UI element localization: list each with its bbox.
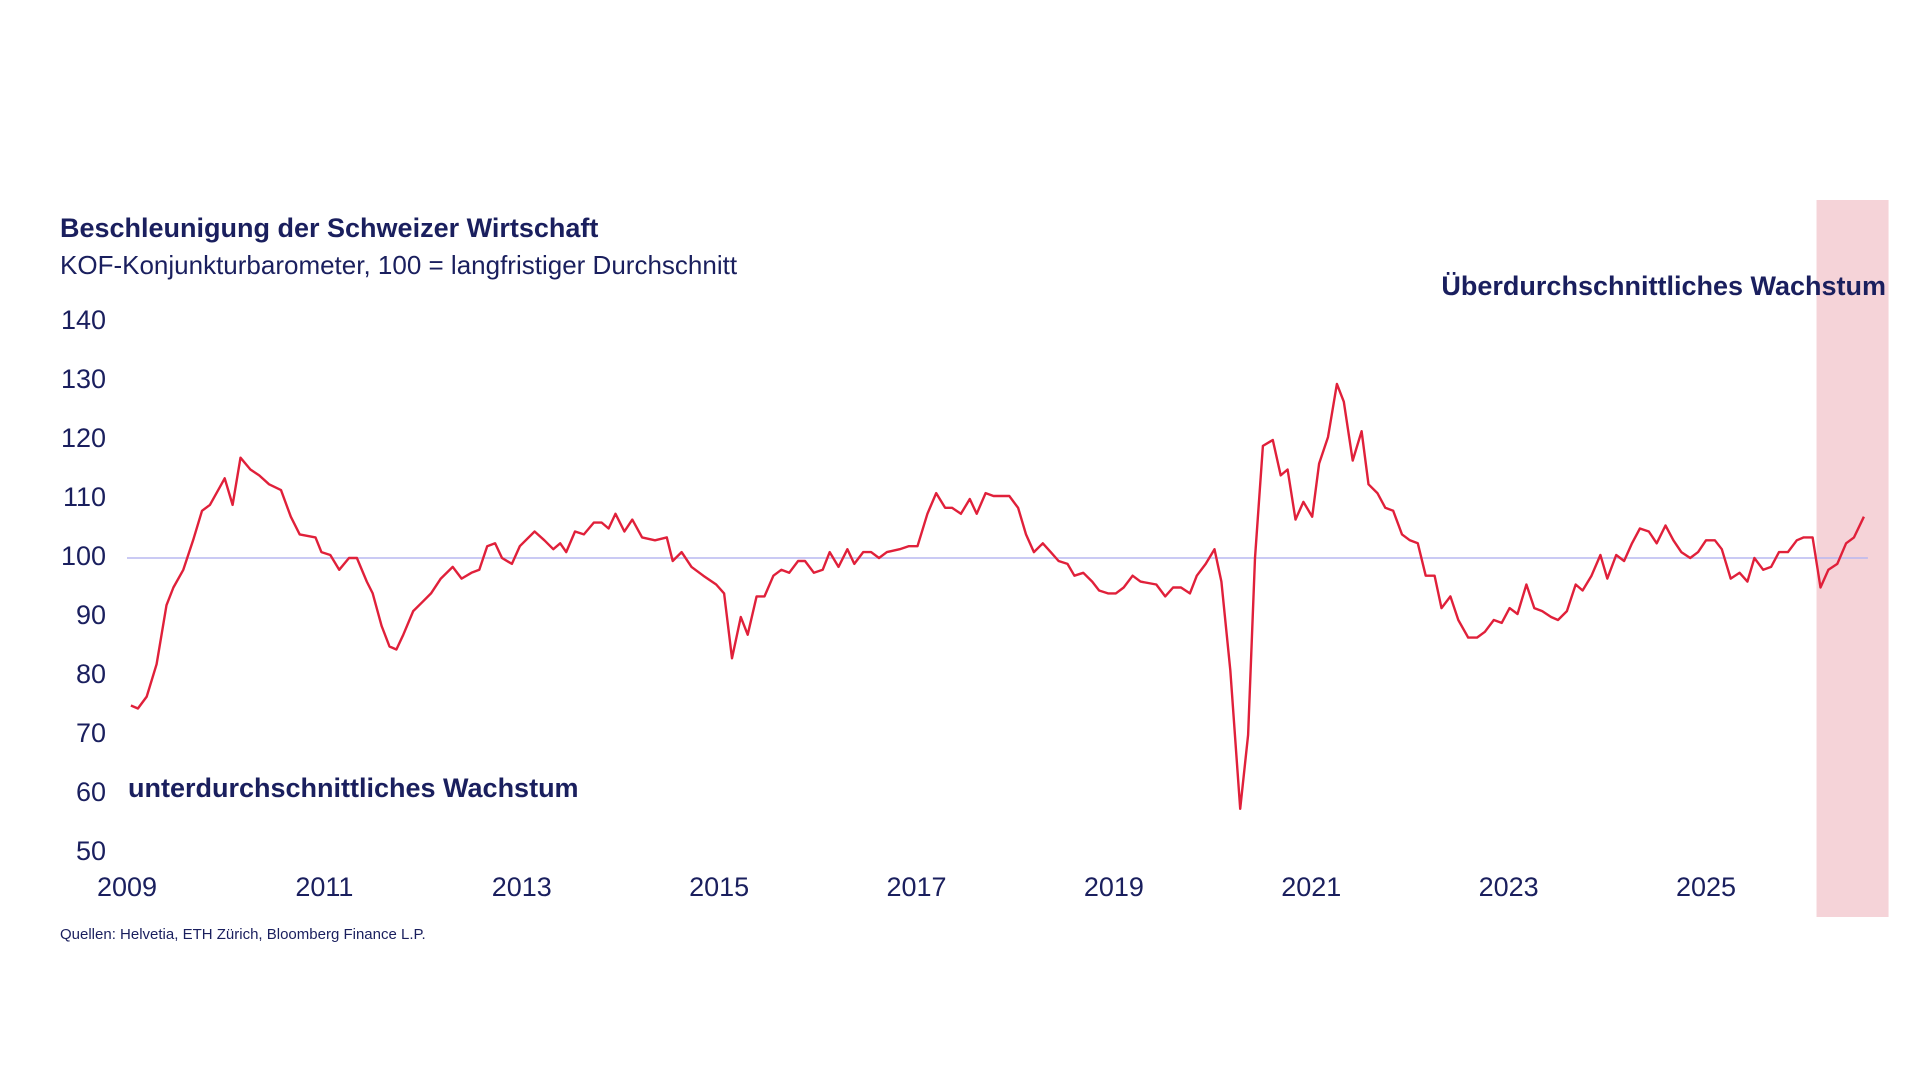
x-tick-label: 2019 (1084, 872, 1144, 902)
x-tick-label: 2017 (886, 872, 946, 902)
x-tick-label: 2025 (1676, 872, 1736, 902)
y-tick-label: 50 (76, 836, 106, 866)
y-tick-label: 70 (76, 718, 106, 748)
y-tick-label: 60 (76, 777, 106, 807)
x-tick-label: 2021 (1281, 872, 1341, 902)
source-note: Quellen: Helvetia, ETH Zürich, Bloomberg… (60, 926, 426, 943)
line-series (130, 382, 1865, 810)
annotation: Überdurchschnittliches Wachstum (1441, 271, 1886, 301)
y-tick-label: 120 (61, 423, 106, 453)
y-tick-label: 80 (76, 659, 106, 689)
chart-subtitle: KOF-Konjunkturbarometer, 100 = langfrist… (60, 250, 738, 280)
x-tick-label: 2015 (689, 872, 749, 902)
x-tick-label: 2013 (492, 872, 552, 902)
y-tick-label: 100 (61, 541, 106, 571)
x-tick-label: 2023 (1479, 872, 1539, 902)
x-tick-label: 2009 (97, 872, 157, 902)
chart-title: Beschleunigung der Schweizer Wirtschaft (60, 213, 598, 243)
y-tick-label: 140 (61, 305, 106, 335)
y-tick-label: 110 (63, 482, 106, 512)
y-tick-label: 90 (76, 600, 106, 630)
x-tick-label: 2011 (295, 872, 353, 902)
annotation: unterdurchschnittliches Wachstum (128, 773, 579, 803)
y-tick-label: 130 (61, 364, 106, 394)
